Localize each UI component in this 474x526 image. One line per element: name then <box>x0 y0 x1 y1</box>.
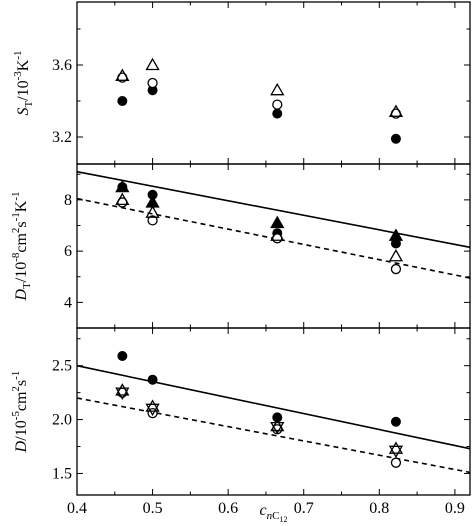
x-axis-label: cnC12 <box>260 502 288 524</box>
panel-frame <box>76 327 471 496</box>
solid-fit-line <box>76 170 471 249</box>
data-point-open-triangle <box>270 82 285 96</box>
panel-top: 3.2 3.6 ST/10-3K-1 <box>12 1 471 165</box>
panel-middle: 4 6 8 DT/10-8cm2s-1K-1​ <box>10 163 471 329</box>
y-tick-label: 3.2 <box>52 129 72 146</box>
x-tick-label: 0.8 <box>369 500 389 517</box>
y-tick-label: 2.0 <box>52 412 72 429</box>
data-point-filled-triangle <box>270 215 285 229</box>
data-point-filled-circle <box>272 108 283 119</box>
panel-frame <box>76 1 471 165</box>
y-tick-label: 2.5 <box>52 358 72 375</box>
data-point-open-triangle <box>115 68 130 81</box>
data-point-open-triangle <box>388 104 404 117</box>
data-point-filled-circle <box>272 412 283 423</box>
data-point-filled-circle <box>390 416 401 427</box>
data-point-open-triangle-down <box>388 445 404 459</box>
data-point-filled-circle <box>390 133 401 144</box>
y-tick-label: 1.5 <box>52 465 72 482</box>
data-point-open-circle <box>147 215 158 226</box>
data-point-filled-triangle <box>388 228 404 241</box>
data-point-filled-circle <box>117 351 128 362</box>
y-axis-label: D/10-5cm2s-1​ <box>10 371 30 454</box>
y-tick-label: 6 <box>64 243 72 260</box>
data-point-open-triangle <box>388 248 404 262</box>
data-point-open-triangle <box>145 57 160 71</box>
solid-fit-line <box>76 364 471 450</box>
data-point-open-triangle <box>270 228 285 241</box>
x-tick-label: 0.4 <box>67 500 87 517</box>
panels: 3.2 3.6 ST/10-3K-1 4 6 8 DT/10-8cm2s-1K-1​ 1.5 2… <box>10 1 471 524</box>
y-tick-label: 8 <box>64 192 72 209</box>
data-point-open-triangle <box>270 418 285 432</box>
data-point-open-circle <box>147 77 158 89</box>
data-point-open-triangle-down <box>145 403 160 417</box>
data-point-filled-circle <box>147 374 158 385</box>
y-tick-label: 3.6 <box>52 57 72 74</box>
x-tick-label: 0.6 <box>218 500 238 517</box>
data-point-open-triangle-down <box>115 387 130 400</box>
data-point-filled-triangle <box>115 179 130 193</box>
data-point-open-triangle <box>115 383 130 396</box>
data-point-open-triangle-down <box>270 421 285 435</box>
panel-frame <box>76 163 471 329</box>
data-point-filled-triangle <box>145 195 160 208</box>
data-point-open-circle <box>272 99 283 110</box>
data-point-filled-circle <box>117 96 128 106</box>
y-axis-label: ST/10-3K-1 <box>12 50 35 115</box>
data-point-open-circle <box>390 263 402 275</box>
data-point-open-triangle <box>115 192 130 206</box>
panel-bottom: 1.5 2.0 2.5 0.4 0.5 0.6 0.7 0.8 0.9 D/10-5cm2s-1​… <box>10 327 471 524</box>
y-tick-label: 4 <box>64 294 72 311</box>
y-axis-label: DT/10-8cm2s-1K-1​ <box>10 191 33 301</box>
data-point-open-triangle <box>145 399 160 412</box>
x-tick-label: 0.7 <box>294 500 314 517</box>
data-point-open-triangle <box>145 205 160 218</box>
dashed-fit-line <box>76 397 471 474</box>
x-tick-label: 0.9 <box>445 500 465 517</box>
data-point-open-circle <box>390 457 402 468</box>
data-point-open-triangle <box>388 441 404 454</box>
x-tick-label: 0.5 <box>143 500 163 517</box>
